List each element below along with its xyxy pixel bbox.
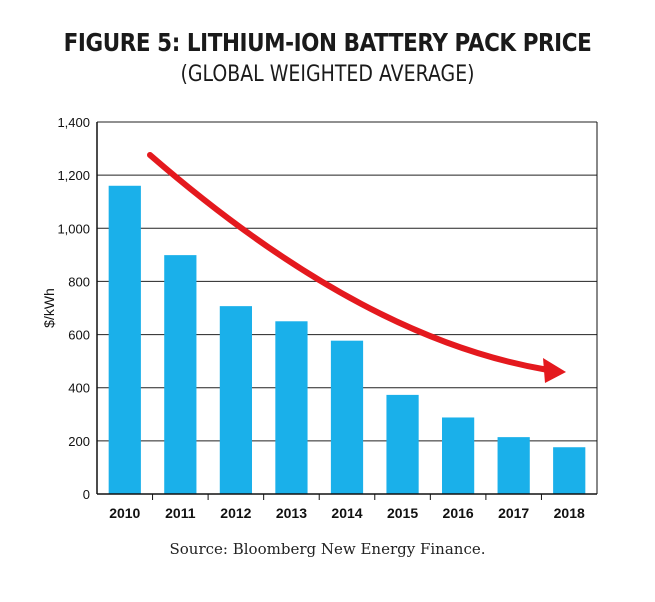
source-note: Source: Bloomberg New Energy Finance. <box>169 540 486 558</box>
y-tick-label: 0 <box>83 487 90 502</box>
chart-subtitle: (GLOBAL WEIGHTED AVERAGE) <box>180 62 475 87</box>
y-tick-label: 1,400 <box>57 115 90 130</box>
x-tick-label: 2017 <box>498 505 529 521</box>
chart-title: FIGURE 5: LITHIUM-ION BATTERY PACK PRICE <box>63 28 592 57</box>
x-tick-label: 2015 <box>387 505 418 521</box>
bar-2011 <box>164 255 197 494</box>
x-tick-labels: 2010 2011 2012 2013 2014 2015 2016 2017 2018 <box>109 505 585 521</box>
bar-2012 <box>219 306 252 494</box>
bar-2013 <box>275 321 308 494</box>
y-tick-label: 600 <box>68 328 90 343</box>
y-tick-label: 200 <box>68 434 90 449</box>
y-tick-label: 1,200 <box>57 168 90 183</box>
trend-curve <box>147 152 551 373</box>
bar-2010 <box>108 185 141 494</box>
x-tick-label: 2010 <box>109 505 140 521</box>
y-axis-label: $/kWh <box>41 288 57 328</box>
y-tick-label: 1,000 <box>57 221 90 236</box>
y-tick-labels: 0 200 400 600 800 1,000 1,200 1,400 <box>57 115 90 502</box>
bar-2014 <box>330 340 364 494</box>
x-tick-label: 2016 <box>443 505 474 521</box>
bar-2015 <box>386 394 419 494</box>
y-tick-label: 800 <box>68 274 90 289</box>
bars <box>108 185 586 494</box>
x-tick-label: 2011 <box>165 505 196 521</box>
bar-2017 <box>497 437 530 494</box>
trend-arrowhead <box>543 358 566 383</box>
x-tick-label: 2012 <box>220 505 251 521</box>
axes <box>96 122 598 500</box>
bar-2018 <box>553 447 586 494</box>
x-tick-label: 2018 <box>554 505 585 521</box>
x-tick-label: 2013 <box>276 505 307 521</box>
trend-arrow <box>147 152 566 383</box>
bar-2016 <box>442 417 475 494</box>
y-tick-label: 400 <box>68 381 90 396</box>
x-tick-label: 2014 <box>331 505 362 521</box>
